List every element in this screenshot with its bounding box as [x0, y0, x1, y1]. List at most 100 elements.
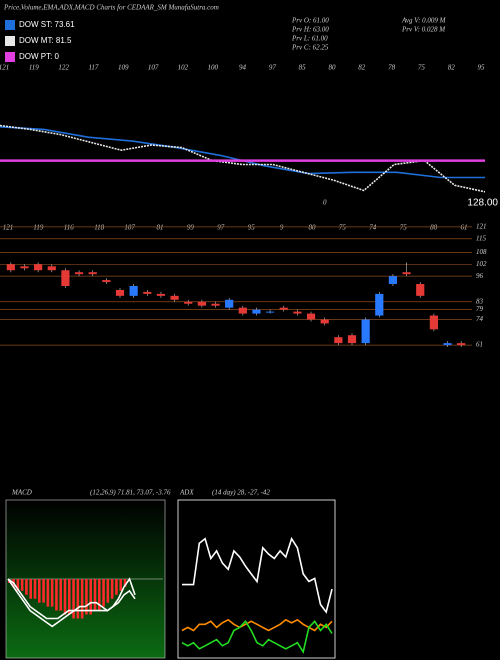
top-label: 100	[207, 64, 218, 72]
candle-body	[6, 264, 15, 271]
top-label: 95	[478, 64, 486, 72]
top-label: 121	[0, 64, 9, 72]
legend-swatch	[5, 20, 15, 30]
top-label: 82	[448, 64, 456, 72]
top-label: 122	[58, 64, 69, 72]
histogram-bar	[119, 579, 122, 591]
top-label: 75	[400, 224, 408, 232]
candle-body	[361, 319, 370, 344]
histogram-bar	[72, 579, 75, 619]
y-tick-label: 74	[476, 315, 484, 323]
top-label: 95	[248, 224, 256, 232]
histogram-bar	[59, 579, 62, 611]
series-line	[181, 618, 333, 632]
histogram-bar	[106, 579, 110, 603]
histogram-bar	[16, 579, 20, 591]
top-label: 119	[33, 224, 43, 232]
candle-body	[184, 301, 193, 304]
candle-body	[74, 272, 84, 275]
candle-body	[225, 299, 234, 308]
histogram-bar	[115, 579, 118, 595]
histogram-bar	[50, 579, 54, 607]
candle-body	[320, 319, 329, 324]
top-label: 61	[461, 224, 468, 232]
top-label: 74	[369, 224, 377, 232]
top-label: 97	[217, 224, 225, 232]
candle-body	[429, 315, 438, 330]
series-line	[181, 619, 333, 654]
candle-body	[375, 293, 384, 316]
top-label: 80	[430, 224, 438, 232]
histogram-bar	[29, 579, 32, 599]
histogram-bar	[38, 579, 41, 603]
histogram-bar	[102, 579, 105, 607]
stat: Prv V: 0.028 M	[401, 26, 446, 34]
top-label: 75	[418, 64, 426, 72]
candle-body	[402, 272, 411, 275]
histogram-bar	[93, 579, 97, 611]
candle-body	[129, 286, 138, 296]
candle-body	[47, 266, 56, 271]
candle-body	[211, 303, 220, 306]
top-label: 116	[64, 224, 74, 232]
top-label: 80	[309, 224, 317, 232]
candle-body	[388, 276, 398, 285]
top-label: 80	[328, 64, 336, 72]
histogram-bar	[80, 579, 84, 619]
adx-panel	[177, 499, 336, 659]
candle-body	[88, 272, 97, 275]
stat: Prv C: 62.25	[291, 44, 329, 52]
top-label: 9	[280, 224, 284, 232]
top-label: 78	[388, 64, 396, 72]
top-label: 121	[3, 224, 14, 232]
top-label: 75	[339, 224, 347, 232]
histogram-bar	[89, 579, 92, 615]
y-tick-label: 79	[476, 305, 484, 313]
top-label: 102	[178, 64, 189, 72]
candle-body	[306, 313, 316, 320]
histogram-bar	[85, 579, 88, 615]
histogram-bar	[110, 579, 114, 599]
top-label: 109	[118, 64, 129, 72]
panel-title: MACD	[11, 489, 32, 497]
top-label: 81	[157, 224, 164, 232]
histogram-bar	[46, 579, 50, 607]
candle-body	[61, 270, 70, 286]
top-label: 107	[148, 64, 159, 72]
candle-body	[347, 335, 357, 344]
top-label: 82	[358, 64, 366, 72]
top-label: 94	[239, 64, 247, 72]
histogram-bar	[123, 579, 127, 587]
candle-body	[443, 343, 452, 346]
y-tick-label: 115	[476, 234, 486, 242]
top-label: 99	[187, 224, 195, 232]
histogram-bar	[55, 579, 58, 611]
top-label: 119	[29, 64, 39, 72]
y-tick-label: 61	[476, 341, 483, 349]
series-line	[7, 578, 136, 620]
histogram-bar	[42, 579, 45, 603]
stat: Prv H: 63.00	[291, 26, 329, 34]
legend-label: DOW PT: 0	[19, 52, 60, 61]
candle-body	[238, 307, 247, 314]
histogram-bar	[98, 579, 101, 611]
candle-body	[197, 301, 206, 306]
candle-body	[334, 337, 343, 344]
candle-body	[20, 266, 29, 269]
candle-body	[266, 311, 275, 313]
candle-body	[170, 295, 179, 300]
y-tick-label: 102	[476, 260, 487, 268]
y-tick-label: 83	[476, 297, 484, 305]
title: Price,Volume,EMA,ADX,MACD Charts for CED…	[3, 4, 219, 12]
annotation: 128.00	[467, 198, 498, 209]
annotation: 0	[323, 199, 327, 207]
stat: Avg V: 0.009 M	[401, 17, 447, 25]
histogram-bar	[25, 579, 28, 595]
stat: Prv L: 61.00	[291, 35, 328, 43]
y-tick-label: 96	[476, 272, 484, 280]
legend-label: DOW MT: 81.5	[19, 36, 72, 45]
panel-params: (12,26,9) 71.81, 73.07, -3.76	[90, 489, 171, 497]
candle-body	[457, 343, 466, 346]
legend-swatch	[5, 36, 15, 46]
